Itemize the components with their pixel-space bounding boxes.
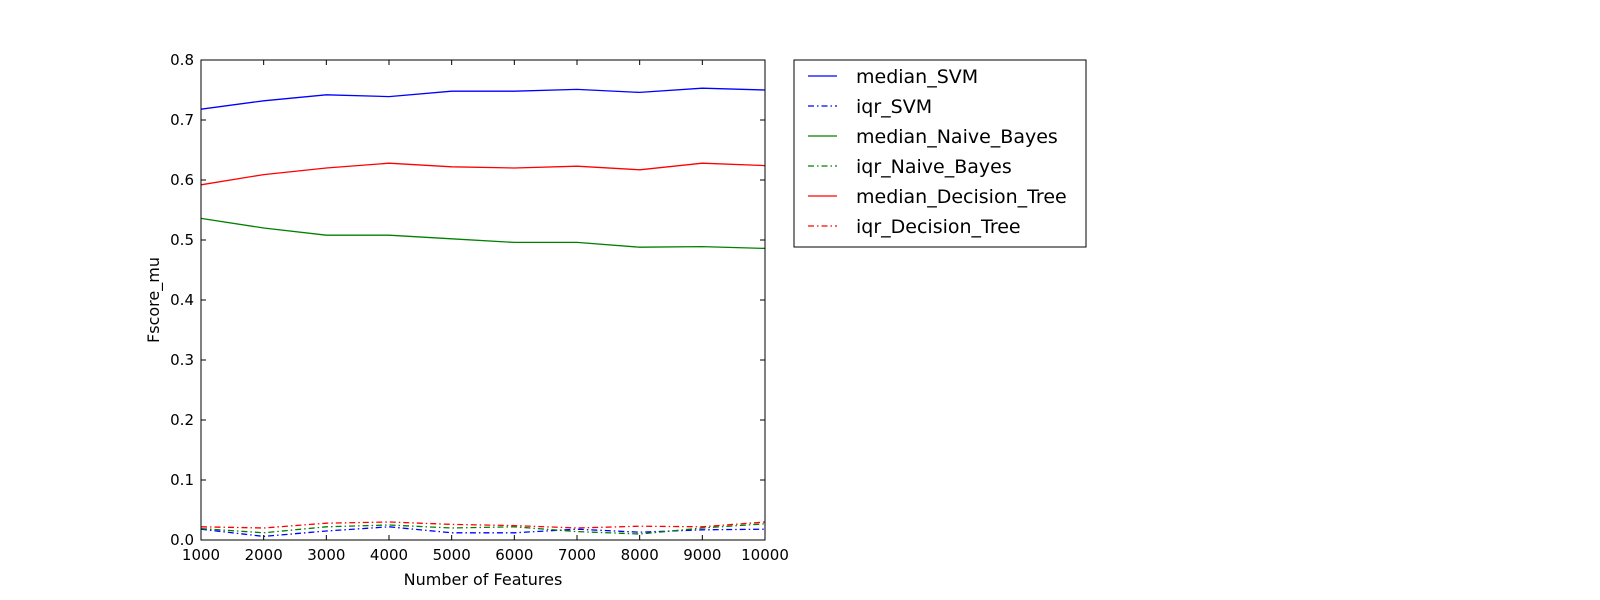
series-line-iqr-decision-tree [200, 521, 766, 529]
series-line-median-naive-bayes [200, 217, 766, 250]
x-tick-label: 5000 [433, 546, 471, 564]
y-tick-label: 0.0 [170, 531, 194, 549]
x-axis-label: Number of Features [404, 570, 563, 589]
x-tick-label: 9000 [683, 546, 721, 564]
y-tick-label: 0.1 [170, 471, 194, 489]
plot-frame [200, 59, 766, 541]
x-tick-label: 2000 [245, 546, 283, 564]
y-tick-label: 0.8 [170, 51, 194, 69]
x-tick-label: 7000 [558, 546, 596, 564]
legend-label-iqr-naive-bayes: iqr_Naive_Bayes [856, 156, 1012, 178]
legend-label-median-svm: median_SVM [856, 66, 978, 88]
series-layer [200, 87, 766, 538]
series-line-iqr-naive-bayes [200, 523, 766, 535]
y-tick-label: 0.2 [170, 411, 194, 429]
y-tick-label: 0.3 [170, 351, 194, 369]
x-tick-label: 8000 [621, 546, 659, 564]
y-tick-label: 0.4 [170, 291, 194, 309]
y-tick-label: 0.7 [170, 111, 194, 129]
legend-label-iqr-svm: iqr_SVM [856, 96, 932, 118]
series-line-median-svm [200, 87, 766, 110]
tick-layer: 1000 2000 3000 4000 5000 6000 7000 8000 9000 1000… [170, 51, 789, 564]
y-tick-label: 0.6 [170, 171, 194, 189]
x-tick-label: 10000 [741, 546, 789, 564]
series-line-iqr-svm [200, 526, 766, 538]
x-tick-label: 1000 [182, 546, 220, 564]
x-tick-label: 3000 [307, 546, 345, 564]
series-line-median-decision-tree [200, 162, 766, 186]
legend-label-median-naive-bayes: median_Naive_Bayes [856, 126, 1058, 148]
y-tick-label: 0.5 [170, 231, 194, 249]
x-tick-label: 4000 [370, 546, 408, 564]
y-axis-label: Fscore_mu [144, 257, 164, 343]
legend-frame [793, 59, 1087, 248]
legend-label-median-decision-tree: median_Decision_Tree [856, 186, 1067, 208]
legend: median_SVM iqr_SVM median_Naive_Bayes iqr_N… [793, 59, 1087, 248]
x-tick-label: 6000 [495, 546, 533, 564]
legend-label-iqr-decision-tree: iqr_Decision_Tree [856, 216, 1021, 238]
